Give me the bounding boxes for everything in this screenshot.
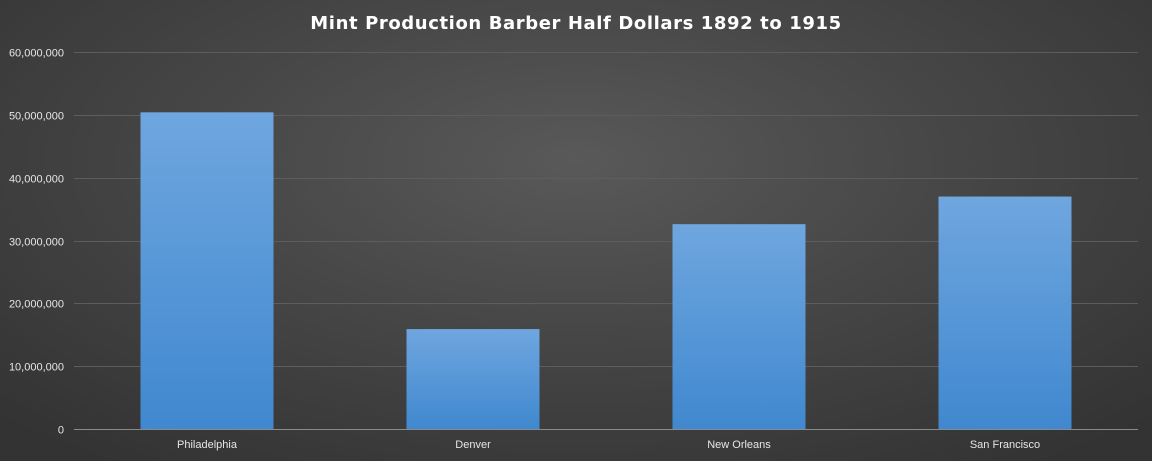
x-category-label: San Francisco <box>970 439 1040 451</box>
y-tick-label: 40,000,000 <box>9 174 64 186</box>
x-category-label: Denver <box>455 439 491 451</box>
y-tick-label: 60,000,000 <box>9 48 64 60</box>
x-axis-category-labels: Philadelphia Denver New Orleans San Francis… <box>177 439 1040 451</box>
bars <box>140 112 1072 429</box>
x-category-label: New Orleans <box>707 439 771 451</box>
y-tick-label: 0 <box>58 425 64 437</box>
bar-new-orleans <box>672 224 806 429</box>
y-axis-tick-labels: 0 10,000,000 20,000,000 30,000,000 40,000,00… <box>9 48 64 437</box>
y-tick-label: 10,000,000 <box>9 362 64 374</box>
bar-philadelphia <box>140 112 274 429</box>
bar-denver <box>406 329 540 429</box>
y-tick-label: 20,000,000 <box>9 299 64 311</box>
y-tick-label: 30,000,000 <box>9 237 64 249</box>
y-tick-label: 50,000,000 <box>9 111 64 123</box>
chart-title: Mint Production Barber Half Dollars 1892… <box>310 13 841 34</box>
x-category-label: Philadelphia <box>177 439 238 451</box>
bar-san-francisco <box>938 196 1072 429</box>
